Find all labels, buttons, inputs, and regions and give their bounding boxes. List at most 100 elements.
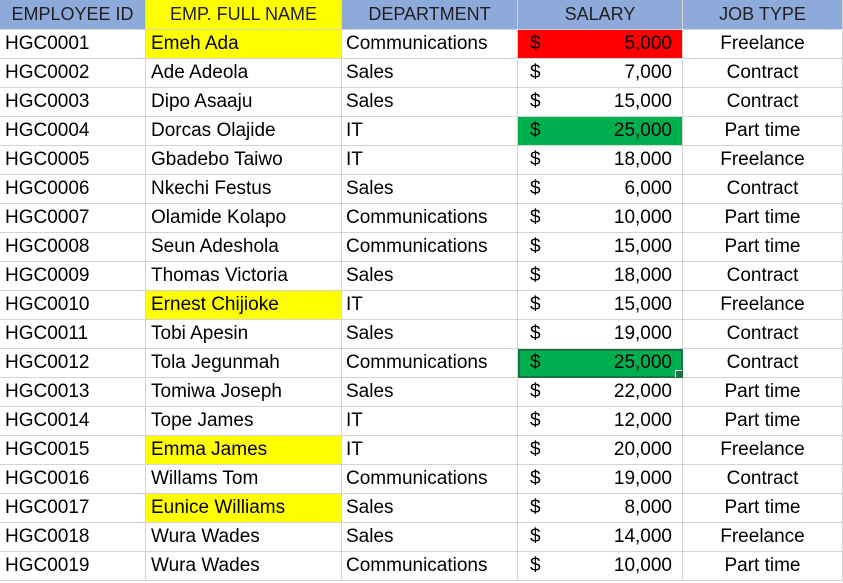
salary-cell[interactable]: $5,000 (518, 30, 683, 59)
job-type-cell[interactable]: Contract (683, 175, 843, 204)
employee-id-cell[interactable]: HGC0008 (0, 233, 146, 262)
job-type-cell[interactable]: Freelance (683, 523, 843, 552)
department-cell[interactable]: Sales (342, 378, 518, 407)
job-type-cell[interactable]: Part time (683, 378, 843, 407)
job-type-cell[interactable]: Contract (683, 465, 843, 494)
employee-id-cell[interactable]: HGC0006 (0, 175, 146, 204)
employee-id-cell[interactable]: HGC0009 (0, 262, 146, 291)
header-full-name[interactable]: EMP. FULL NAME (146, 0, 342, 30)
full-name-cell[interactable]: Dipo Asaaju (146, 88, 342, 117)
employee-id-cell[interactable]: HGC0018 (0, 523, 146, 552)
employee-id-cell[interactable]: HGC0013 (0, 378, 146, 407)
job-type-cell[interactable]: Freelance (683, 436, 843, 465)
salary-cell[interactable]: $8,000 (518, 494, 683, 523)
employee-id-cell[interactable]: HGC0010 (0, 291, 146, 320)
full-name-cell[interactable]: Emma James (146, 436, 342, 465)
department-cell[interactable]: IT (342, 407, 518, 436)
header-department[interactable]: DEPARTMENT (342, 0, 518, 30)
salary-cell[interactable]: $15,000 (518, 88, 683, 117)
job-type-cell[interactable]: Part time (683, 204, 843, 233)
department-cell[interactable]: Communications (342, 30, 518, 59)
full-name-cell[interactable]: Eunice Williams (146, 494, 342, 523)
full-name-cell[interactable]: Nkechi Festus (146, 175, 342, 204)
salary-cell[interactable]: $18,000 (518, 146, 683, 175)
salary-cell[interactable]: $22,000 (518, 378, 683, 407)
salary-cell[interactable]: $14,000 (518, 523, 683, 552)
employee-id-cell[interactable]: HGC0014 (0, 407, 146, 436)
salary-cell[interactable]: $10,000 (518, 204, 683, 233)
department-cell[interactable]: Sales (342, 494, 518, 523)
employee-id-cell[interactable]: HGC0017 (0, 494, 146, 523)
employee-id-cell[interactable]: HGC0001 (0, 30, 146, 59)
employee-id-cell[interactable]: HGC0016 (0, 465, 146, 494)
salary-cell[interactable]: $10,000 (518, 552, 683, 581)
salary-cell[interactable]: $12,000 (518, 407, 683, 436)
full-name-cell[interactable]: Olamide Kolapo (146, 204, 342, 233)
salary-cell[interactable]: $19,000 (518, 465, 683, 494)
job-type-cell[interactable]: Contract (683, 88, 843, 117)
job-type-cell[interactable]: Contract (683, 349, 843, 378)
employee-id-cell[interactable]: HGC0019 (0, 552, 146, 581)
full-name-cell[interactable]: Tola Jegunmah (146, 349, 342, 378)
full-name-cell[interactable]: Dorcas Olajide (146, 117, 342, 146)
department-cell[interactable]: IT (342, 117, 518, 146)
department-cell[interactable]: Communications (342, 233, 518, 262)
job-type-cell[interactable]: Freelance (683, 30, 843, 59)
job-type-cell[interactable]: Freelance (683, 146, 843, 175)
full-name-cell[interactable]: Wura Wades (146, 523, 342, 552)
employee-id-cell[interactable]: HGC0012 (0, 349, 146, 378)
department-cell[interactable]: IT (342, 146, 518, 175)
job-type-cell[interactable]: Freelance (683, 291, 843, 320)
department-cell[interactable]: Sales (342, 523, 518, 552)
full-name-cell[interactable]: Tomiwa Joseph (146, 378, 342, 407)
full-name-cell[interactable]: Seun Adeshola (146, 233, 342, 262)
full-name-cell[interactable]: Thomas Victoria (146, 262, 342, 291)
full-name-cell[interactable]: Wura Wades (146, 552, 342, 581)
department-cell[interactable]: Communications (342, 349, 518, 378)
department-cell[interactable]: IT (342, 436, 518, 465)
job-type-cell[interactable]: Contract (683, 59, 843, 88)
department-cell[interactable]: Communications (342, 552, 518, 581)
department-cell[interactable]: Sales (342, 175, 518, 204)
employee-id-cell[interactable]: HGC0002 (0, 59, 146, 88)
department-cell[interactable]: Sales (342, 59, 518, 88)
employee-id-cell[interactable]: HGC0003 (0, 88, 146, 117)
salary-cell[interactable]: $25,000 (518, 349, 683, 378)
salary-cell[interactable]: $6,000 (518, 175, 683, 204)
job-type-cell[interactable]: Contract (683, 262, 843, 291)
salary-cell[interactable]: $15,000 (518, 291, 683, 320)
salary-cell[interactable]: $7,000 (518, 59, 683, 88)
full-name-cell[interactable]: Tobi Apesin (146, 320, 342, 349)
job-type-cell[interactable]: Part time (683, 407, 843, 436)
department-cell[interactable]: Communications (342, 204, 518, 233)
full-name-cell[interactable]: Tope James (146, 407, 342, 436)
employee-id-cell[interactable]: HGC0011 (0, 320, 146, 349)
employee-id-cell[interactable]: HGC0004 (0, 117, 146, 146)
job-type-cell[interactable]: Part time (683, 494, 843, 523)
employee-id-cell[interactable]: HGC0015 (0, 436, 146, 465)
salary-cell[interactable]: $15,000 (518, 233, 683, 262)
full-name-cell[interactable]: Willams Tom (146, 465, 342, 494)
header-employee-id[interactable]: EMPLOYEE ID (0, 0, 146, 30)
department-cell[interactable]: IT (342, 291, 518, 320)
full-name-cell[interactable]: Gbadebo Taiwo (146, 146, 342, 175)
department-cell[interactable]: Sales (342, 88, 518, 117)
header-job-type[interactable]: JOB TYPE (683, 0, 843, 30)
department-cell[interactable]: Sales (342, 262, 518, 291)
full-name-cell[interactable]: Ernest Chijioke (146, 291, 342, 320)
department-cell[interactable]: Sales (342, 320, 518, 349)
full-name-cell[interactable]: Emeh Ada (146, 30, 342, 59)
full-name-cell[interactable]: Ade Adeola (146, 59, 342, 88)
fill-handle[interactable] (675, 370, 682, 377)
department-cell[interactable]: Communications (342, 465, 518, 494)
salary-cell[interactable]: $20,000 (518, 436, 683, 465)
header-salary[interactable]: SALARY (518, 0, 683, 30)
job-type-cell[interactable]: Part time (683, 233, 843, 262)
job-type-cell[interactable]: Part time (683, 552, 843, 581)
salary-cell[interactable]: $25,000 (518, 117, 683, 146)
salary-cell[interactable]: $19,000 (518, 320, 683, 349)
job-type-cell[interactable]: Contract (683, 320, 843, 349)
job-type-cell[interactable]: Part time (683, 117, 843, 146)
employee-id-cell[interactable]: HGC0005 (0, 146, 146, 175)
